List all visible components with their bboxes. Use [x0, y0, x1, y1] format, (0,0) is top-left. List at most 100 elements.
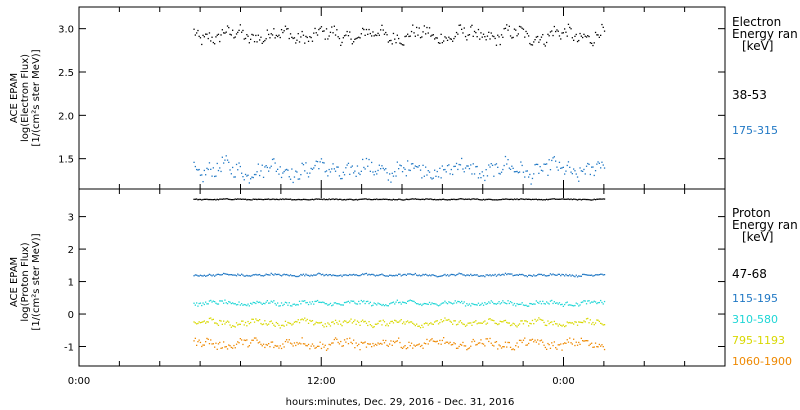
proton-point-115-195	[538, 273, 540, 275]
proton-point-1060-1900	[207, 338, 209, 340]
proton-point-1060-1900	[538, 343, 540, 345]
proton-point-795-1193	[464, 325, 467, 327]
proton-point-47-68	[468, 198, 471, 200]
proton-point-310-580	[584, 300, 586, 302]
electron-point-38-53	[311, 40, 314, 42]
electron-point-38-53	[278, 34, 280, 36]
proton-point-310-580	[490, 300, 492, 302]
electron-point-175-315	[399, 164, 401, 166]
electron-point-38-53	[212, 41, 214, 44]
proton-point-1060-1900	[257, 342, 259, 344]
proton-point-47-68	[197, 199, 199, 201]
proton-point-1060-1900	[318, 345, 320, 347]
electron-point-38-53	[214, 43, 216, 45]
electron-point-175-315	[560, 167, 562, 169]
proton-point-310-580	[320, 301, 323, 304]
electron-point-38-53	[237, 31, 239, 33]
proton-point-310-580	[353, 300, 355, 302]
proton-point-310-580	[310, 303, 312, 305]
proton-point-1060-1900	[198, 339, 200, 341]
proton-point-115-195	[458, 272, 460, 274]
proton-point-795-1193	[410, 321, 413, 323]
electron-point-38-53	[284, 25, 287, 27]
electron-point-38-53	[548, 35, 550, 37]
proton-point-115-195	[543, 274, 545, 276]
proton-point-310-580	[239, 304, 241, 306]
proton-y-axis-label: ACE EPAM log(Proton Flux) [1/(cm²s ster …	[9, 233, 42, 330]
proton-point-795-1193	[398, 321, 400, 323]
proton-point-310-580	[576, 303, 579, 305]
electron-point-38-53	[564, 28, 566, 30]
electron-point-38-53	[378, 34, 380, 36]
proton-point-115-195	[287, 274, 289, 276]
electron-point-175-315	[342, 171, 344, 173]
electron-point-38-53	[225, 31, 227, 33]
proton-point-47-68	[490, 198, 492, 201]
proton-point-310-580	[431, 302, 433, 304]
proton-point-310-580	[602, 303, 604, 305]
proton-point-47-68	[251, 199, 253, 201]
proton-point-47-68	[239, 198, 241, 200]
electron-point-38-53	[544, 45, 546, 47]
electron-point-38-53	[418, 27, 420, 29]
proton-point-1060-1900	[296, 341, 298, 344]
proton-point-795-1193	[422, 326, 424, 328]
proton-point-310-580	[387, 305, 389, 307]
electron-point-175-315	[558, 161, 561, 163]
electron-point-175-315	[549, 169, 552, 171]
electron-point-38-53	[221, 29, 223, 31]
proton-point-47-68	[373, 198, 375, 200]
proton-point-47-68	[513, 198, 516, 200]
proton-point-1060-1900	[300, 343, 302, 345]
proton-point-115-195	[479, 275, 481, 277]
proton-point-795-1193	[300, 319, 302, 321]
proton-point-1060-1900	[582, 340, 584, 342]
proton-point-795-1193	[367, 324, 369, 327]
proton-point-47-68	[390, 199, 392, 201]
proton-point-795-1193	[430, 322, 432, 324]
proton-point-115-195	[471, 274, 473, 277]
proton-point-115-195	[338, 274, 341, 277]
electron-point-175-315	[381, 165, 383, 167]
proton-point-1060-1900	[275, 345, 277, 347]
electron-point-175-315	[436, 170, 438, 173]
proton-point-795-1193	[437, 323, 440, 325]
proton-point-310-580	[570, 304, 572, 306]
proton-point-310-580	[260, 302, 262, 304]
electron-point-175-315	[277, 168, 279, 170]
proton-point-310-580	[551, 299, 553, 302]
electron-point-38-53	[520, 26, 522, 28]
electron-point-175-315	[498, 172, 500, 175]
proton-point-795-1193	[453, 320, 455, 322]
electron-point-175-315	[307, 176, 310, 178]
proton-point-115-195	[502, 273, 504, 275]
proton-point-115-195	[246, 274, 248, 277]
electron-point-175-315	[491, 164, 494, 166]
electron-point-38-53	[468, 34, 471, 36]
proton-legend-title-1: Proton	[732, 206, 771, 220]
proton-point-310-580	[342, 304, 344, 306]
proton-point-310-580	[592, 301, 594, 303]
proton-point-115-195	[403, 273, 405, 276]
proton-point-47-68	[423, 198, 425, 201]
electron-point-38-53	[320, 26, 323, 28]
electron-point-38-53	[337, 36, 339, 38]
electron-point-38-53	[486, 35, 489, 37]
proton-point-1060-1900	[284, 340, 287, 343]
proton-point-310-580	[593, 300, 595, 302]
proton-point-310-580	[454, 300, 456, 302]
proton-point-310-580	[601, 301, 603, 304]
proton-point-1060-1900	[377, 342, 379, 344]
electron-point-175-315	[256, 171, 258, 173]
proton-point-795-1193	[578, 321, 580, 323]
electron-point-38-53	[351, 43, 353, 45]
electron-point-175-315	[490, 163, 492, 165]
proton-point-1060-1900	[547, 342, 549, 345]
proton-point-47-68	[485, 198, 487, 201]
proton-point-115-195	[556, 274, 558, 276]
proton-point-115-195	[476, 274, 478, 276]
electron-point-38-53	[282, 31, 284, 34]
proton-point-115-195	[446, 274, 449, 276]
proton-point-115-195	[463, 274, 465, 276]
proton-point-310-580	[515, 305, 517, 307]
